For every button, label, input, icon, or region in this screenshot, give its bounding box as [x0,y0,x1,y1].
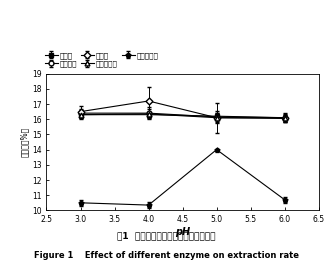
Y-axis label: 提取率（%）: 提取率（%） [20,127,29,157]
Text: 图1  不同酶制剂对总黄酮提取率的影响: 图1 不同酶制剂对总黄酮提取率的影响 [117,231,215,240]
X-axis label: pH: pH [175,227,190,237]
Legend: 不加酶, 纤维素酶, 果胶酶, 中性蛋白酶, 半纤维素酶: 不加酶, 纤维素酶, 果胶酶, 中性蛋白酶, 半纤维素酶 [44,52,159,67]
Text: Figure 1    Effect of different enzyme on extraction rate: Figure 1 Effect of different enzyme on e… [34,251,298,260]
